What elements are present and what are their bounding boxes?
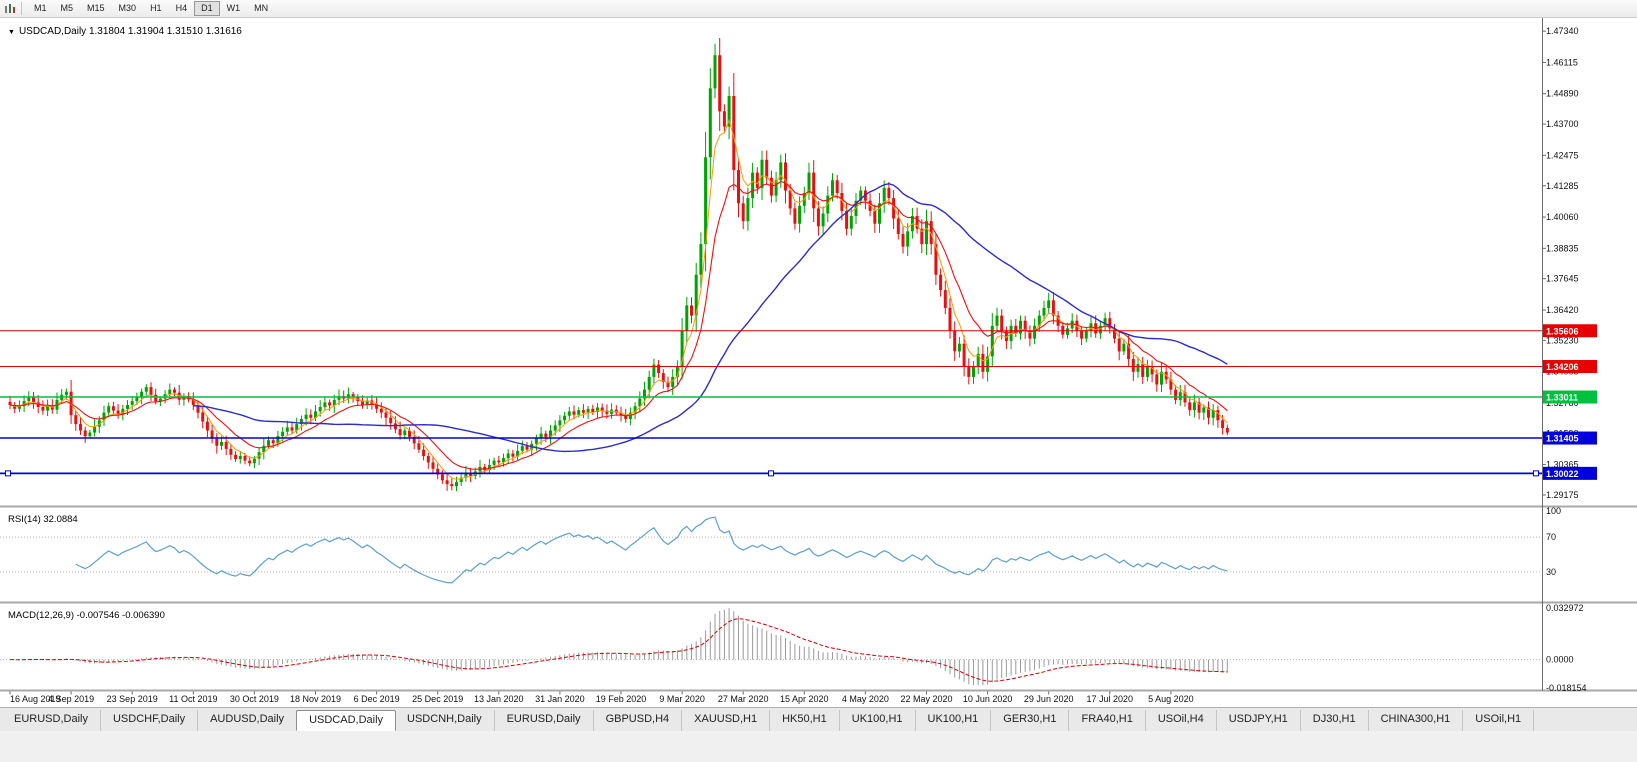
window-bottom-filler [0,731,1637,762]
chart-tab-uk100-h1[interactable]: UK100,H1 [839,710,916,731]
price-marker-label: 1.35606 [1546,326,1579,336]
timeframe-button-h4[interactable]: H4 [169,1,195,16]
date-axis-label: 18 Nov 2019 [290,694,341,704]
date-axis-label: 25 Dec 2019 [412,694,463,704]
price-axis-label: 1.37645 [1546,274,1579,284]
rsi-axis-label: 100 [1546,506,1561,516]
date-axis-label: 11 Oct 2019 [169,694,217,704]
ma-line-sma-slow [193,182,1228,453]
price-marker-label: 1.30022 [1546,469,1579,479]
chart-tab-usdjpy-h1[interactable]: USDJPY,H1 [1216,710,1301,731]
indicator-level-lines [0,536,1543,661]
chart-tab-fra40-h1[interactable]: FRA40,H1 [1069,710,1146,731]
hline-selection-handle[interactable] [5,470,11,477]
date-axis-label: 30 Oct 2019 [230,694,279,704]
price-axis-label: 1.40060 [1546,212,1579,222]
chart-tab-dj30-h1[interactable]: DJ30,H1 [1300,710,1369,731]
date-axis-label: 13 Jan 2020 [474,694,524,704]
chart-tab-xauusd-h1[interactable]: XAUUSD,H1 [682,710,771,731]
panel-dividers[interactable] [0,505,1637,692]
horizontal-lines[interactable] [0,330,1543,477]
price-marker-label: 1.34206 [1546,362,1579,372]
date-axis-label: 4 May 2020 [842,694,889,704]
macd-signal-line [9,618,1228,682]
timeframe-buttons: M1 M5 M15 M30 H1 H4 D1 W1 MN [27,1,275,16]
hline-selection-handle[interactable] [768,470,774,477]
timeframe-button-m15[interactable]: M15 [80,1,112,16]
rsi-axis-label: 30 [1546,567,1556,577]
date-axis-label: 31 Jan 2020 [535,694,585,704]
chart-icon[interactable] [3,2,18,16]
macd-axis-label: 0.0000 [1546,655,1574,665]
chart-tab-ger30-h1[interactable]: GER30,H1 [991,710,1070,731]
chart-tabs-bar: EURUSD,Daily USDCHF,Daily AUDUSD,Daily USDC… [0,707,1637,731]
price-axis-label: 1.35230 [1546,335,1579,345]
price-axis-label: 1.41285 [1546,181,1579,191]
ma-line-ema-fast [9,118,1228,480]
chart-area: 1.47340 1.46115 1.44890 1.43700 1.42475 1.412… [0,18,1637,707]
price-marker-label: 1.31405 [1546,434,1579,444]
timeframe-button-m5[interactable]: M5 [54,1,81,16]
date-axis-label: 27 Mar 2020 [718,694,769,704]
chart-tab-usdcad-daily[interactable]: USDCAD,Daily [296,710,397,731]
timeframe-toolbar: M1 M5 M15 M30 H1 H4 D1 W1 MN [0,0,1637,18]
hline-selection-handle[interactable] [1533,470,1539,477]
price-marker-label: 1.33011 [1546,393,1578,403]
macd-axis-label: -0.018154 [1546,683,1587,693]
price-axis-markers: 1.35606 1.34206 1.33011 1.31405 1.30022 [1543,324,1597,480]
rsi-line [75,516,1228,584]
chart-tab-audusd-daily[interactable]: AUDUSD,Daily [198,710,298,731]
date-axis-label: 19 Feb 2020 [596,694,647,704]
chart-tab-uk100-h1[interactable]: UK100,H1 [915,710,992,731]
price-axis-label: 1.38835 [1546,243,1579,253]
price-axis-label: 1.29175 [1546,490,1579,500]
timeframe-button-m30[interactable]: M30 [112,1,144,16]
timeframe-button-mn[interactable]: MN [247,1,275,16]
chart-icon-glyph [5,4,15,13]
date-axis-label: 23 Sep 2019 [107,694,158,704]
timeframe-button-d1[interactable]: D1 [194,1,220,16]
price-axis-label: 1.46115 [1546,57,1578,67]
timeframe-button-w1[interactable]: W1 [220,1,248,16]
date-axis-label: 6 Dec 2019 [354,694,400,704]
price-axis-label: 1.42475 [1546,150,1579,160]
date-axis-label: 22 May 2020 [900,694,952,704]
chart-tab-usoil-h1[interactable]: USOil,H1 [1463,710,1535,731]
chart-background [0,18,1637,707]
timeframe-button-m1[interactable]: M1 [27,1,54,16]
date-axis-label: 9 Mar 2020 [659,694,705,704]
chart-tab-gbpusd-h4[interactable]: GBPUSD,H4 [593,710,683,731]
candlesticks[interactable] [8,38,1229,492]
date-axis-label: 4 Sep 2019 [48,694,94,704]
date-axis-label: 15 Apr 2020 [780,694,829,704]
price-chart-canvas[interactable]: 1.47340 1.46115 1.44890 1.43700 1.42475 1.412… [0,18,1637,707]
date-axis-label: 29 Jun 2020 [1024,694,1074,704]
toolbar-separator [21,2,22,15]
date-axis-label: 16 Aug 2019 [10,694,61,704]
chart-tab-usdchf-daily[interactable]: USDCHF,Daily [100,710,199,731]
chart-tab-usdcnh-daily[interactable]: USDCNH,Daily [395,710,495,731]
price-axis-label: 1.30365 [1546,460,1579,470]
chart-menu-icon[interactable]: ▼ [8,29,15,36]
chart-tab-hk50-h1[interactable]: HK50,H1 [770,710,840,731]
date-axis-label: 5 Aug 2020 [1148,694,1194,704]
price-axis-label: 1.36420 [1546,305,1579,315]
price-axis-label: 1.43700 [1546,119,1579,129]
date-axis-label: 10 Jun 2020 [963,694,1013,704]
macd-axis-label: 0.032972 [1546,603,1584,613]
chart-tab-china300-h1[interactable]: CHINA300,H1 [1368,710,1464,731]
price-axis-label: 1.44890 [1546,89,1579,99]
chart-tab-eurusd-daily[interactable]: EURUSD,Daily [2,710,101,731]
date-axis-label: 17 Jul 2020 [1087,694,1134,704]
price-axis-label: 1.47340 [1546,26,1579,36]
chart-tab-eurusd-daily[interactable]: EURUSD,Daily [494,710,594,731]
rsi-axis-label: 70 [1546,532,1556,542]
chart-tab-usoil-h4[interactable]: USOil,H4 [1145,710,1217,731]
timeframe-button-h1[interactable]: H1 [143,1,169,16]
